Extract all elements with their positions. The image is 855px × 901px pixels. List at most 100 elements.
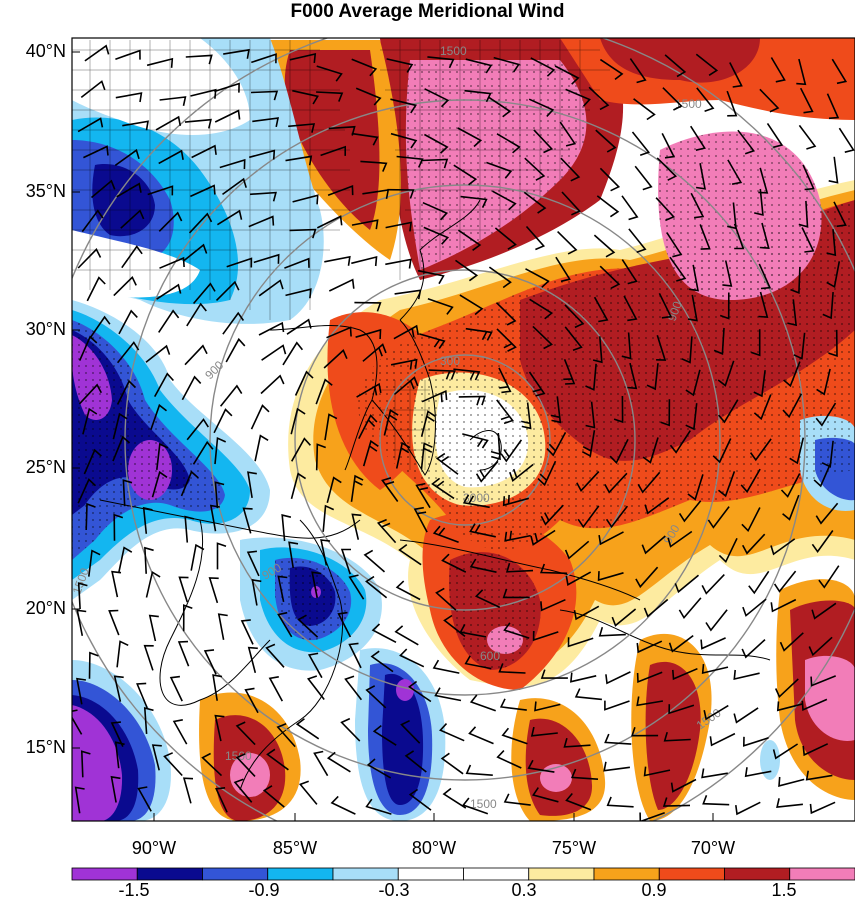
wind-barb [84, 44, 110, 62]
wind-barb [564, 540, 590, 560]
wind-barb [184, 515, 195, 543]
ring-label-300: 300 [440, 354, 460, 368]
wind-barb [295, 718, 320, 740]
wind-barb [344, 675, 363, 701]
wind-barb [818, 565, 840, 589]
wind-barb [521, 402, 532, 430]
wind-barb [537, 460, 557, 487]
wind-barb [244, 687, 259, 714]
wind-barb [404, 750, 427, 773]
wind-barb [557, 231, 578, 255]
wind-barb [702, 795, 730, 806]
wind-barb [741, 507, 761, 533]
wind-barb [770, 57, 786, 83]
wind-barb [188, 212, 213, 234]
wind-barb [292, 89, 319, 105]
wind-barb [509, 463, 534, 483]
range-rings [72, 38, 855, 821]
wind-barb [772, 743, 799, 760]
wind-barb [355, 328, 382, 340]
wind-barb [668, 704, 695, 715]
wind-barb [163, 752, 183, 777]
wind-barb [276, 722, 296, 748]
wind-barb [469, 694, 496, 712]
wind-barb [235, 753, 256, 777]
wind-barb [540, 504, 564, 526]
wind-barb [311, 571, 322, 598]
wind-barb [574, 688, 602, 701]
wind-barb [636, 640, 663, 654]
wind-barb [699, 224, 711, 250]
wind-barb [741, 533, 766, 555]
wind-barb [455, 259, 479, 282]
range-ring-600 [294, 269, 636, 611]
wind-barb [458, 395, 486, 406]
wind-barb [606, 796, 634, 808]
wind-barb [540, 669, 568, 679]
wind-barb [351, 132, 379, 146]
colorbar-swatch [528, 867, 595, 881]
wind-barb [260, 374, 285, 395]
wind-barb [72, 709, 83, 735]
wind-barb [365, 575, 388, 599]
wind-barb [214, 714, 225, 742]
wind-barb [685, 403, 698, 431]
wind-barb [294, 370, 314, 396]
range-ring-900 [209, 184, 721, 696]
wind-barb [116, 379, 136, 405]
wind-barb [114, 741, 125, 769]
wind-barb [156, 442, 169, 470]
wind-barb [242, 507, 253, 534]
wind-barb [717, 471, 736, 498]
wind-barb [664, 54, 687, 78]
wind-barb [779, 632, 804, 652]
wind-barb [661, 133, 676, 159]
wind-barb [362, 343, 387, 362]
wind-barb [596, 195, 620, 218]
wind-barb [351, 255, 378, 267]
wind-barb [371, 623, 397, 644]
wind-barb [297, 614, 319, 638]
wind-barb [214, 82, 240, 93]
wind-barb [811, 530, 834, 553]
wind-barb [286, 318, 312, 335]
wind-barb [770, 598, 797, 613]
wind-barb [143, 644, 154, 671]
wind-barb [805, 770, 833, 781]
wind-barb [504, 530, 531, 542]
wind-barb [400, 719, 421, 744]
wind-barb [348, 642, 362, 669]
wind-barb [534, 701, 561, 712]
wind-barb [502, 588, 530, 599]
wind-barb [323, 349, 348, 369]
wind-barb [408, 788, 432, 811]
wind-barb [546, 432, 567, 457]
stipple-overlay [72, 60, 855, 670]
wind-barb [191, 144, 217, 159]
wind-barb [137, 786, 152, 812]
wind-barb [158, 309, 180, 333]
wind-barb [76, 609, 87, 636]
wind-barb [525, 225, 546, 251]
wind-barb [662, 87, 683, 111]
wind-barb [611, 608, 637, 627]
wind-barb [613, 395, 624, 424]
wind-barb [729, 62, 743, 88]
wind-barb [503, 622, 530, 639]
lon-label-90w: 90°W [131, 838, 177, 858]
wind-barb [186, 302, 207, 327]
wind-barb [453, 368, 481, 381]
wind-barb [499, 698, 527, 711]
wind-barb [394, 625, 419, 646]
wind-barb [328, 278, 355, 292]
wind-barb [156, 283, 182, 300]
wind-barb [440, 752, 464, 775]
colorbar-label-5: 1.5 [771, 880, 797, 900]
wind-barb [83, 448, 102, 475]
wind-barb [110, 775, 121, 803]
wind-barb [355, 87, 382, 106]
map-plot-area: 300 600 900 900 900 1500 1500 1500 1500 … [72, 38, 855, 821]
wind-barb [770, 538, 796, 556]
wind-barb [576, 471, 600, 492]
wind-barb [158, 211, 183, 232]
